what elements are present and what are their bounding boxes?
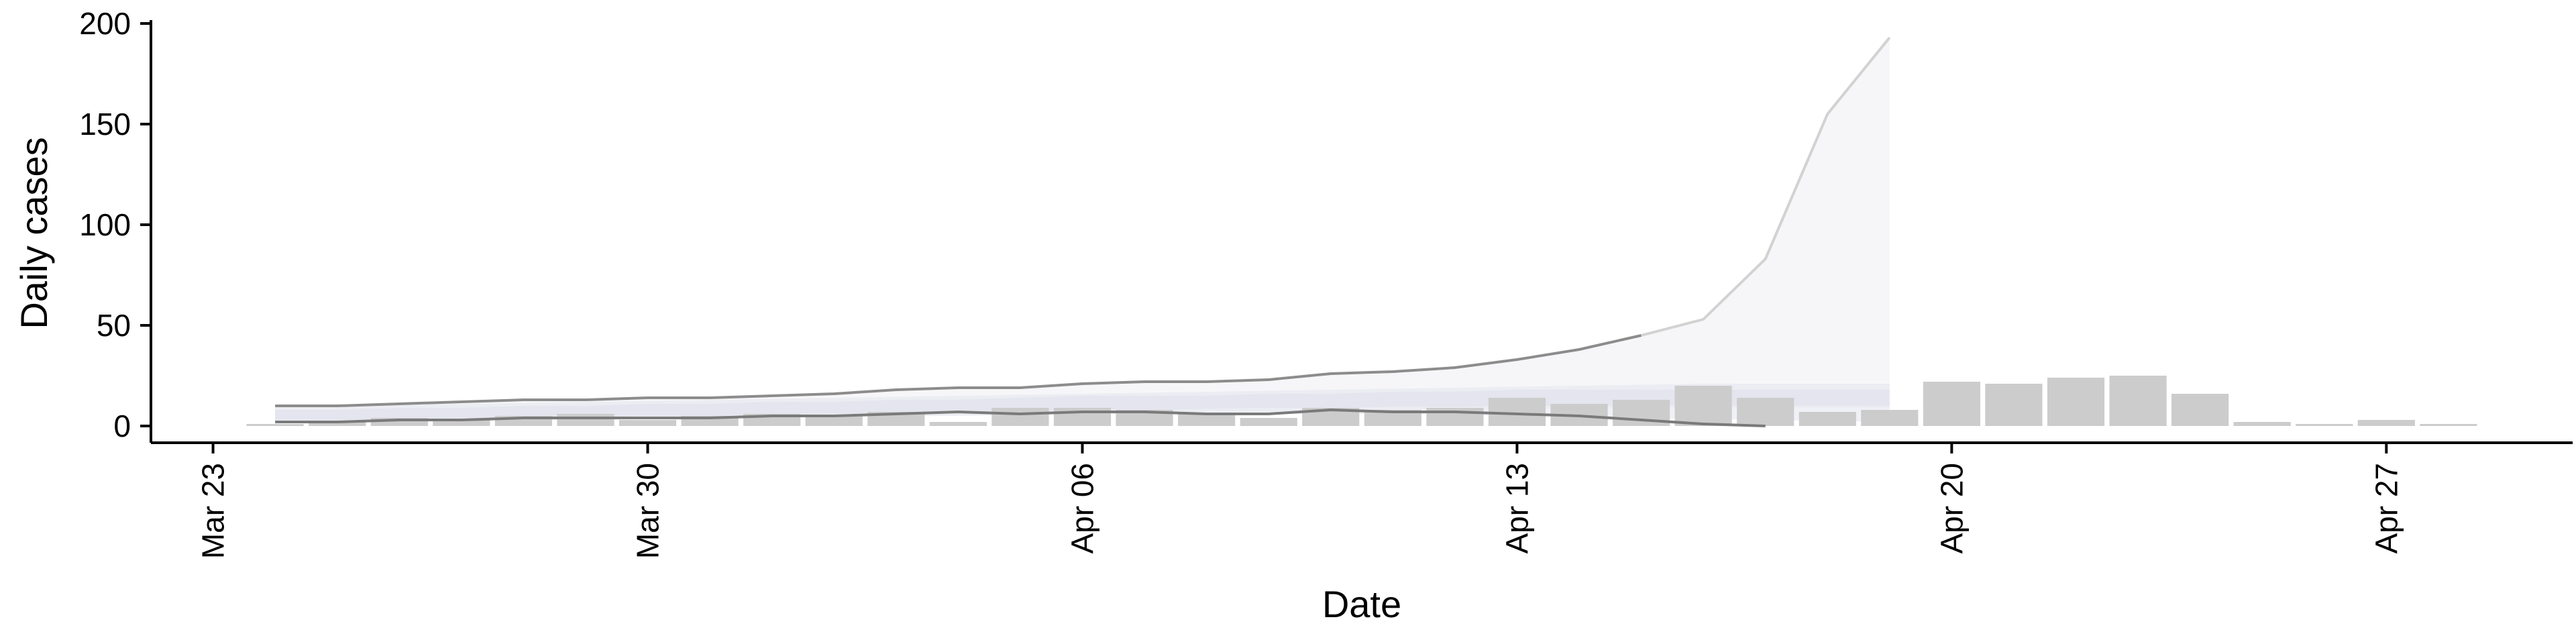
bar <box>2171 394 2229 426</box>
x-tick-label: Apr 27 <box>2369 463 2404 554</box>
bar <box>619 420 677 426</box>
bar <box>1240 418 1297 426</box>
bar <box>1674 386 1732 426</box>
bar <box>991 408 1049 426</box>
y-tick-label: 100 <box>79 207 131 242</box>
x-tick-label: Apr 13 <box>1499 463 1534 554</box>
bar <box>1488 398 1546 426</box>
bar <box>433 420 490 426</box>
x-axis-title: Date <box>1322 583 1401 625</box>
axes <box>150 20 2573 444</box>
bar <box>2109 376 2167 426</box>
bar <box>1861 410 1919 426</box>
y-tick-label: 200 <box>79 6 131 41</box>
uncertainty-band-3 <box>275 38 1890 422</box>
y-axis-title: Daily cases <box>13 137 55 329</box>
bar <box>2296 424 2353 426</box>
x-tick-label: Mar 30 <box>631 463 665 559</box>
bar <box>1737 398 1794 426</box>
bar <box>2047 378 2105 426</box>
uncertainty-band-1 <box>275 390 1890 420</box>
bar <box>309 422 366 426</box>
series-line-3 <box>275 409 1766 427</box>
y-tick-label: 50 <box>97 308 131 343</box>
x-tick-label: Mar 23 <box>196 463 231 559</box>
bar <box>1985 384 2043 426</box>
line-series <box>275 36 1891 427</box>
bar <box>1178 414 1236 426</box>
y-tick-label: 150 <box>79 107 131 142</box>
y-axis-ticks: 0 50 100 150 200 <box>79 6 151 443</box>
bar <box>2420 424 2477 426</box>
x-tick-label: Apr 06 <box>1065 463 1099 554</box>
bar <box>1799 412 1856 426</box>
uncertainty-bands <box>275 38 1890 422</box>
series-line-2 <box>1640 36 1891 337</box>
bar <box>2233 422 2291 426</box>
bar <box>246 424 304 426</box>
y-tick-label: 0 <box>113 409 131 443</box>
bar <box>929 422 987 426</box>
bar <box>1923 382 1980 426</box>
series-line-1 <box>275 334 1642 407</box>
x-tick-label: Apr 20 <box>1934 463 1969 554</box>
bar <box>805 416 863 426</box>
bar <box>557 414 614 426</box>
bar <box>2357 420 2415 426</box>
x-axis-ticks: Mar 23 Mar 30 Apr 06 Apr 13 Apr 20 Apr 27 <box>196 443 2404 559</box>
